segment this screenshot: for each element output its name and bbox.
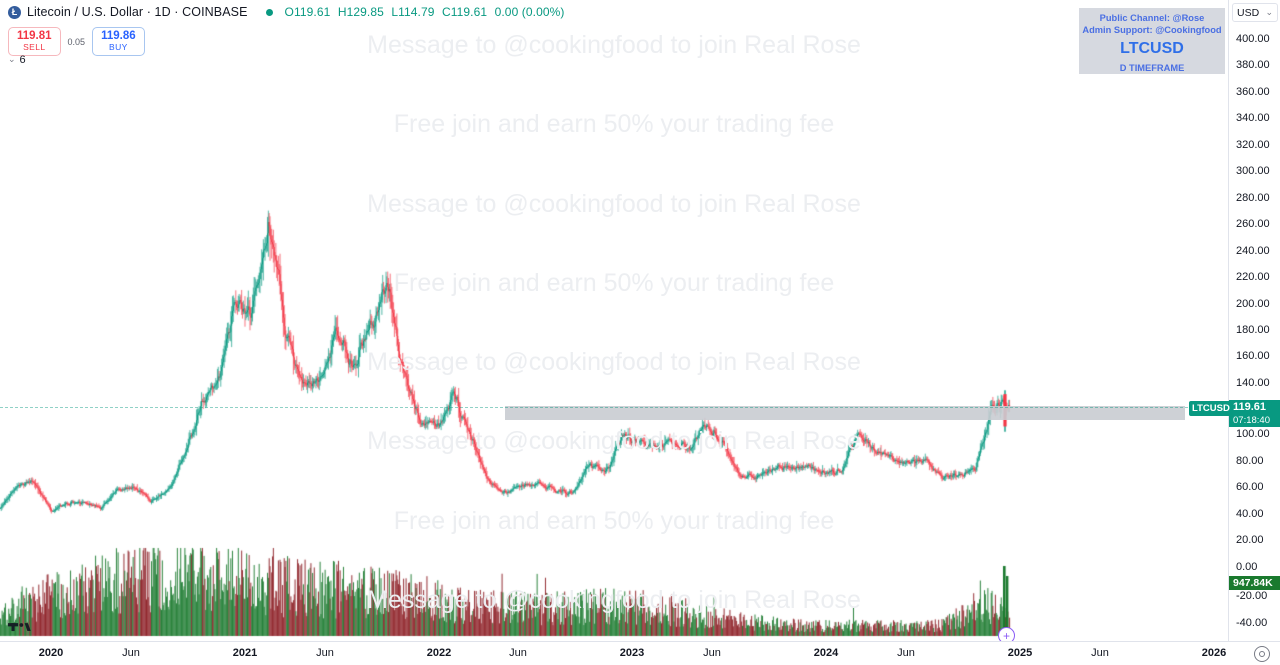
promo-symbol: LTCUSD [1120, 39, 1184, 57]
supply-zone-rectangle[interactable] [505, 406, 1185, 420]
price-candlestick-canvas[interactable] [0, 0, 1228, 641]
currency-selector[interactable]: USD ⌄ [1232, 3, 1278, 22]
promo-timeframe: D TIMEFRAME [1119, 62, 1185, 73]
price-tick: 140.00 [1236, 377, 1270, 389]
time-tick: 2024 [813, 647, 839, 659]
buy-button[interactable]: 119.86 BUY [92, 27, 145, 57]
volume-badge[interactable]: 947.84K [1229, 576, 1280, 590]
series-visibility-dot[interactable] [265, 8, 273, 16]
chevron-down-icon[interactable]: ⌄ [1265, 7, 1273, 17]
time-scale[interactable]: 2020 Jun 2021 Jun 2022 Jun 2023 Jun 2024 Jun 2025 J… [0, 641, 1280, 665]
price-tick: -40.00 [1236, 617, 1268, 629]
ohlc-low: L114.79 [391, 5, 435, 19]
time-tick: 2023 [619, 647, 645, 659]
price-tick: 360.00 [1236, 86, 1270, 98]
sell-label: SELL [23, 41, 46, 52]
spread-value: 0.05 [67, 36, 86, 47]
price-tick: -20.00 [1236, 590, 1268, 602]
price-tick: 80.00 [1236, 455, 1264, 467]
price-tick: 180.00 [1236, 324, 1270, 336]
price-tick: 400.00 [1236, 33, 1270, 45]
buy-label: BUY [109, 41, 128, 52]
bar-countdown: 07:18:40 [1233, 414, 1270, 426]
tradingview-logo [8, 623, 31, 632]
promo-admin-support: Admin Support: @Cookingfood [1082, 25, 1222, 36]
chart-plot-area[interactable]: Message to @cookingfood to join Real Ros… [0, 0, 1228, 641]
time-tick: 2020 [38, 647, 64, 659]
price-tick: 340.00 [1236, 112, 1270, 124]
price-tick: 40.00 [1236, 508, 1264, 520]
price-tick: 20.00 [1236, 534, 1264, 546]
current-price-line [0, 407, 1228, 408]
chevron-down-icon[interactable]: ⌄ [8, 53, 16, 64]
symbol-tag[interactable]: LTCUSD [1189, 401, 1233, 416]
promo-panel[interactable]: Public Channel: @Rose Admin Support: @Co… [1079, 8, 1225, 74]
price-tick: 0.00 [1236, 561, 1258, 573]
price-tick: 280.00 [1236, 192, 1270, 204]
price-tick: 380.00 [1236, 59, 1270, 71]
time-tick: Jun [897, 647, 915, 659]
ohlc-high: H129.85 [337, 5, 384, 19]
plus-icon: + [1002, 628, 1010, 642]
time-tick: Jun [703, 647, 721, 659]
current-price-badge[interactable]: 119.61 07:18:40 [1229, 400, 1280, 428]
price-tick: 160.00 [1236, 350, 1270, 362]
quantity-stepper[interactable]: ⌄ 6 [8, 53, 26, 67]
ohlc-open: O119.61 [284, 5, 331, 19]
price-tick: 220.00 [1236, 271, 1270, 283]
time-tick: 2026 [1201, 647, 1227, 659]
chart-legend: Ł Litecoin / U.S. Dollar · 1D · COINBASE… [8, 5, 569, 19]
litecoin-icon: Ł [8, 5, 21, 19]
add-alert-plus-button[interactable]: + [998, 627, 1015, 641]
buy-price: 119.86 [101, 30, 136, 42]
quantity-value: 6 [19, 54, 26, 66]
time-tick: Jun [509, 647, 527, 659]
price-tick: 100.00 [1236, 428, 1270, 440]
trade-widget: 119.81 SELL 0.05 119.86 BUY [8, 27, 145, 57]
symbol-title[interactable]: Litecoin / U.S. Dollar · 1D · COINBASE [27, 5, 248, 19]
crosshair-icon[interactable] [1254, 646, 1270, 662]
ohlc-close: C119.61 [441, 5, 488, 19]
time-tick: 2025 [1007, 647, 1033, 659]
price-tick: 320.00 [1236, 139, 1270, 151]
time-tick: Jun [316, 647, 334, 659]
ohlc-values: O119.61 H129.85 L114.79 C119.61 0.00 (0.… [285, 5, 569, 19]
time-tick: Jun [1091, 647, 1109, 659]
time-tick: Jun [122, 647, 140, 659]
price-scale[interactable]: USD ⌄ 400.00 380.00 360.00 340.00 320.00 300.… [1228, 0, 1280, 655]
sell-button[interactable]: 119.81 SELL [8, 27, 61, 57]
ohlc-change: 0.00 (0.00%) [494, 5, 565, 19]
currency-label: USD [1237, 6, 1260, 19]
current-price-value: 119.61 [1233, 401, 1267, 413]
promo-public-channel: Public Channel: @Rose [1099, 13, 1205, 23]
time-tick: 2022 [426, 647, 452, 659]
sell-price: 119.81 [17, 30, 52, 42]
price-tick: 300.00 [1236, 165, 1270, 177]
price-tick: 60.00 [1236, 481, 1264, 493]
price-tick: 260.00 [1236, 218, 1270, 230]
price-tick: 240.00 [1236, 245, 1270, 257]
price-tick: 200.00 [1236, 298, 1270, 310]
time-tick: 2021 [232, 647, 258, 659]
